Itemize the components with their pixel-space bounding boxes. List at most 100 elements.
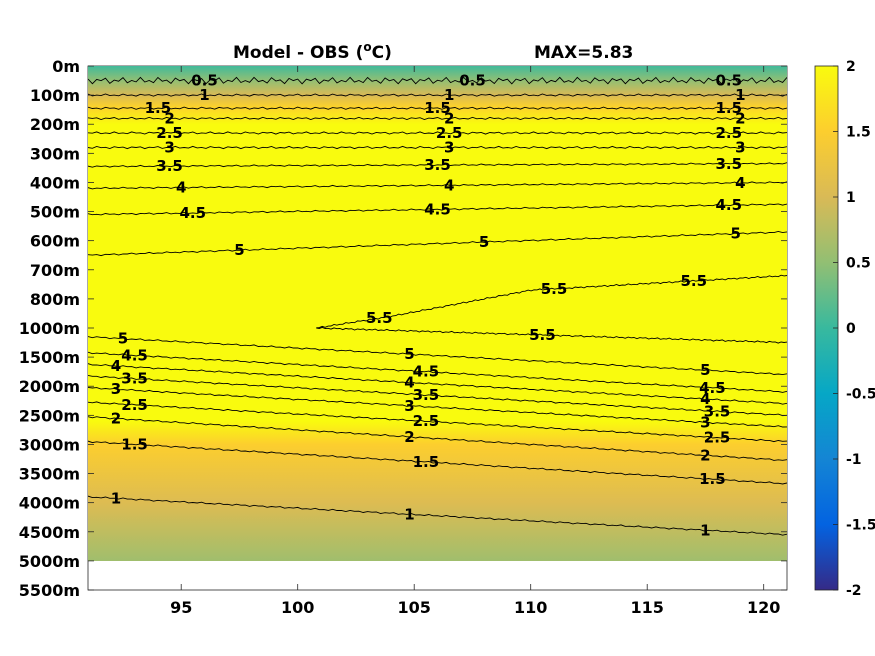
- colorbar-tick-label: 2: [846, 59, 856, 75]
- y-tick-label: 2500m: [19, 406, 80, 425]
- contour-label: 4: [176, 179, 186, 197]
- y-tick-label: 400m: [30, 173, 80, 192]
- x-tick-label: 95: [170, 598, 192, 617]
- contour-label: 3.5: [704, 402, 731, 420]
- contour-label: 5: [479, 233, 489, 251]
- y-tick-label: 1500m: [19, 348, 80, 367]
- y-tick-label: 0m: [52, 57, 80, 76]
- contour-label: 1: [111, 489, 121, 507]
- contour-label: 4: [111, 357, 121, 375]
- contour-line: [88, 231, 787, 257]
- contour-label: 0.5: [459, 72, 486, 90]
- contour-label: 1.5: [699, 470, 726, 488]
- contour-label: 2: [444, 109, 454, 127]
- contour-line: [88, 181, 787, 190]
- y-tick-label: 800m: [30, 290, 80, 309]
- contour-label: 3: [444, 139, 454, 157]
- contour-label: 2.5: [156, 124, 183, 142]
- contour-label: 4: [735, 174, 745, 192]
- y-tick-label: 4000m: [19, 494, 80, 513]
- colorbar-tick-label: 1: [846, 190, 856, 206]
- y-tick-label: 700m: [30, 261, 80, 280]
- contour-label: 1: [404, 505, 414, 523]
- contour-label: 3: [735, 139, 745, 157]
- contour-label: 5.5: [541, 280, 568, 298]
- contour-label: 4.5: [121, 346, 148, 364]
- y-tick-label: 200m: [30, 115, 80, 134]
- y-tick-label: 300m: [30, 144, 80, 163]
- contour-label: 5.5: [681, 272, 708, 290]
- colorbar-ticks: 2 1.5 1 0.5 0 -0.5 -1 -1.5 -2: [833, 59, 875, 599]
- contour-label: 1.5: [145, 99, 172, 117]
- contour-line: [88, 336, 787, 376]
- y-tick-label: 600m: [30, 232, 80, 251]
- contour-label: 5: [700, 361, 710, 379]
- chart-title: Model - OBS (oC): [233, 40, 392, 63]
- contour-label: 4.5: [180, 204, 207, 222]
- contour-line: [88, 76, 787, 85]
- contour-label: 1.5: [716, 99, 743, 117]
- contour-label: 4.5: [716, 196, 743, 214]
- contour-label: 1: [199, 86, 209, 104]
- y-tick-label: 500m: [30, 203, 80, 222]
- contour-label: 2: [164, 109, 174, 127]
- contour-label: 2.5: [121, 396, 148, 414]
- contour-label: 4.5: [413, 363, 440, 381]
- plot-area: 0.5 0.5 0.51 1 11.5 1.5 1.52 2 22.5 2.5 2.53 3 33.5 3…: [87, 65, 788, 591]
- contour-label: 3.5: [121, 370, 148, 388]
- contour-label: 2: [700, 446, 710, 464]
- contour-label: 0.5: [716, 72, 743, 90]
- colorbar-tick-label: 0.5: [846, 256, 871, 272]
- contour-label: 3: [700, 413, 710, 431]
- contour-line: [88, 93, 787, 97]
- contour-line: [88, 131, 787, 135]
- y-tick-label: 5500m: [19, 581, 80, 600]
- contour-label: 2.5: [436, 124, 463, 142]
- contour-label: 3: [164, 139, 174, 157]
- colorbar-tick-label: -1.5: [846, 518, 875, 534]
- colorbar: 2 1.5 1 0.5 0 -0.5 -1 -1.5 -2: [814, 59, 875, 599]
- colorbar-tick-label: -1: [846, 452, 862, 468]
- y-tick-label: 3000m: [19, 435, 80, 454]
- y-tick-label: 4500m: [19, 523, 80, 542]
- contour-label: 2.5: [716, 124, 743, 142]
- contour-label: 1.5: [413, 453, 440, 471]
- colorbar-tick-label: 0: [846, 321, 856, 337]
- contour-line: [88, 351, 787, 393]
- contour-label: 3: [111, 380, 121, 398]
- y-tick-label: 5000m: [19, 552, 80, 571]
- contour-label: 5: [118, 330, 128, 348]
- colorbar-tick-label: -0.5: [846, 387, 875, 403]
- max-label: MAX=5.83: [534, 43, 633, 63]
- contour-line: [88, 145, 787, 150]
- x-tick-label: 105: [397, 598, 430, 617]
- contour-line: [88, 401, 787, 443]
- colorbar-tick-label: -2: [846, 583, 862, 599]
- contour-line: [88, 374, 787, 417]
- contour-line: [88, 386, 787, 428]
- colorbar-tick-label: 1.5: [846, 125, 871, 141]
- contour-label: 3.5: [156, 157, 183, 175]
- contour-line: [88, 495, 787, 536]
- y-tick-label: 3500m: [19, 465, 80, 484]
- contour-label: 3.5: [413, 386, 440, 404]
- contour-label: 3.5: [424, 156, 451, 174]
- contour-label: 1.5: [121, 435, 148, 453]
- contour-line: [88, 440, 787, 485]
- contour-label: 2.5: [704, 429, 731, 447]
- contour-label: 4: [700, 390, 710, 408]
- contour-line: [88, 203, 787, 216]
- contour-label: 2.5: [413, 412, 440, 430]
- x-tick-label: 115: [630, 598, 663, 617]
- y-tick-label: 100m: [30, 86, 80, 105]
- y-tick-label: 2000m: [19, 377, 80, 396]
- contour-label: 1: [444, 86, 454, 104]
- y-tick-label: 1000m: [19, 319, 80, 338]
- contour-line: [316, 326, 787, 344]
- contour-label: 4.5: [424, 200, 451, 218]
- contour-line: [88, 116, 787, 120]
- contour-label: 3.5: [716, 155, 743, 173]
- contour-label: 2: [735, 109, 745, 127]
- contour-label: 1.5: [424, 99, 451, 117]
